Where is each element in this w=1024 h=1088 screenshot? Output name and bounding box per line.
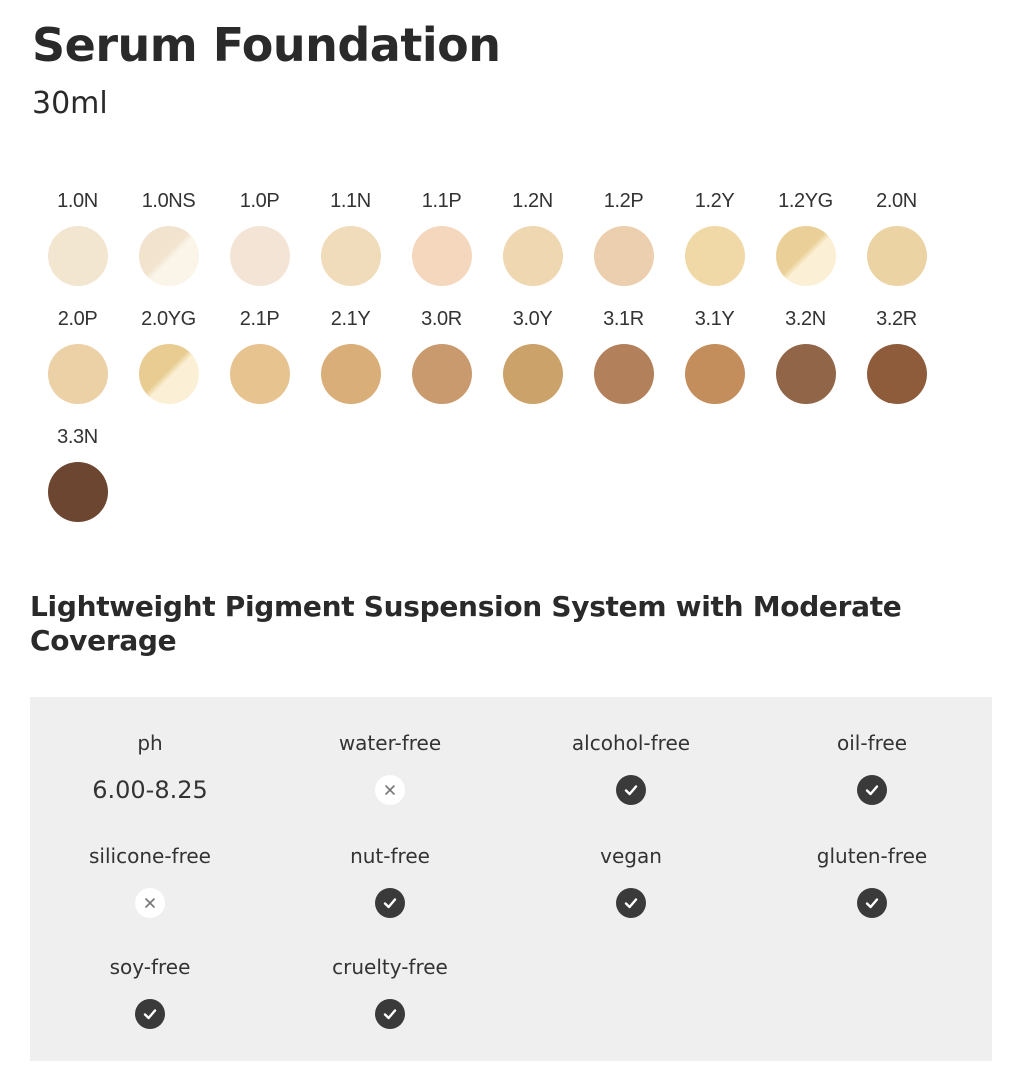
shade-swatch-item[interactable]: 1.0NS xyxy=(123,186,214,304)
shade-swatch[interactable] xyxy=(411,226,472,286)
shade-swatch-item[interactable]: 2.0YG xyxy=(123,304,214,422)
shade-label: 2.0YG xyxy=(141,308,196,330)
attribute-label: alcohol-free xyxy=(571,731,691,755)
attribute-label: gluten-free xyxy=(816,844,928,868)
shade-swatch-item[interactable]: 1.0N xyxy=(32,186,123,304)
shade-swatch[interactable] xyxy=(684,226,745,286)
shade-swatch-item[interactable]: 2.0P xyxy=(32,304,123,422)
shade-swatch[interactable] xyxy=(47,226,108,286)
attribute-item: vegan xyxy=(511,841,751,918)
shade-swatch[interactable] xyxy=(229,344,290,404)
shade-swatch-item[interactable]: 1.2P xyxy=(578,186,669,304)
shade-label: 3.0R xyxy=(421,308,462,330)
check-icon xyxy=(135,999,165,1029)
shade-swatch-item[interactable]: 2.1P xyxy=(214,304,305,422)
shade-swatch[interactable] xyxy=(502,226,563,286)
shade-swatch[interactable] xyxy=(411,344,472,404)
attributes-panel: ph 6.00-8.25 water-free alcohol-free oil-fre… xyxy=(30,697,992,1061)
shade-swatch-item[interactable]: 1.1P xyxy=(396,186,487,304)
shade-swatch[interactable] xyxy=(138,226,199,286)
shade-swatch[interactable] xyxy=(320,344,381,404)
shade-swatch[interactable] xyxy=(775,226,836,286)
shade-swatch-item[interactable]: 1.1N xyxy=(305,186,396,304)
attribute-item: water-free xyxy=(270,728,510,805)
shade-swatch[interactable] xyxy=(502,344,563,404)
attribute-item: oil-free xyxy=(752,728,992,805)
check-icon xyxy=(857,775,887,805)
shade-label: 1.1N xyxy=(330,190,371,212)
check-icon xyxy=(616,775,646,805)
shade-selector: 1.0N 1.0NS 1.0P 1.1N 1.1P 1.2N 1.2P 1.2Y 1.2YG 2.… xyxy=(32,186,952,540)
shade-label: 1.0N xyxy=(57,190,98,212)
shade-swatch-item[interactable]: 3.1R xyxy=(578,304,669,422)
cross-icon xyxy=(135,888,165,918)
attribute-label: vegan xyxy=(600,844,662,868)
shade-swatch-item[interactable]: 1.2YG xyxy=(760,186,851,304)
shade-swatch[interactable] xyxy=(866,344,927,404)
attribute-label: silicone-free xyxy=(89,844,211,868)
product-subtitle: Lightweight Pigment Suspension System wi… xyxy=(30,590,902,657)
shade-swatch[interactable] xyxy=(47,344,108,404)
shade-label: 3.0Y xyxy=(512,308,553,330)
product-size: 30ml xyxy=(32,86,108,121)
shade-swatch[interactable] xyxy=(593,226,654,286)
shade-label: 3.2R xyxy=(876,308,917,330)
shade-swatch-item[interactable]: 3.0R xyxy=(396,304,487,422)
shade-label: 2.0P xyxy=(57,308,98,330)
attribute-item: ph 6.00-8.25 xyxy=(30,728,270,805)
shade-swatch-item[interactable]: 3.1Y xyxy=(669,304,760,422)
shade-label: 1.2P xyxy=(603,190,644,212)
shade-label: 3.3N xyxy=(57,426,98,448)
check-icon xyxy=(375,999,405,1029)
shade-label: 1.2Y xyxy=(694,190,735,212)
shade-label: 1.0NS xyxy=(141,190,196,212)
shade-swatch[interactable] xyxy=(320,226,381,286)
shade-label: 2.1Y xyxy=(330,308,371,330)
cross-icon xyxy=(375,775,405,805)
shade-swatch[interactable] xyxy=(684,344,745,404)
attribute-label: water-free xyxy=(338,731,442,755)
shade-swatch-item[interactable]: 2.0N xyxy=(851,186,942,304)
attribute-item: nut-free xyxy=(270,841,510,918)
shade-swatch-item[interactable]: 3.2R xyxy=(851,304,942,422)
check-icon xyxy=(857,888,887,918)
shade-swatch[interactable] xyxy=(593,344,654,404)
shade-swatch-item[interactable]: 3.2N xyxy=(760,304,851,422)
shade-label: 1.2N xyxy=(512,190,553,212)
shade-swatch[interactable] xyxy=(47,462,108,522)
shade-label: 1.1P xyxy=(421,190,462,212)
attribute-item: cruelty-free xyxy=(270,952,510,1029)
check-icon xyxy=(616,888,646,918)
shade-label: 2.0N xyxy=(876,190,917,212)
attribute-item: soy-free xyxy=(30,952,270,1029)
shade-swatch[interactable] xyxy=(775,344,836,404)
shade-label: 3.2N xyxy=(785,308,826,330)
shade-swatch-item[interactable]: 2.1Y xyxy=(305,304,396,422)
check-icon xyxy=(375,888,405,918)
shade-swatch-item[interactable]: 3.3N xyxy=(32,422,123,540)
attribute-item: silicone-free xyxy=(30,841,270,918)
attribute-label: ph xyxy=(137,731,163,755)
shade-label: 1.0P xyxy=(239,190,280,212)
attribute-item: gluten-free xyxy=(752,841,992,918)
product-title: Serum Foundation xyxy=(32,18,501,72)
attribute-label: nut-free xyxy=(350,844,430,868)
shade-swatch-item[interactable]: 1.2N xyxy=(487,186,578,304)
attribute-value: 6.00-8.25 xyxy=(92,776,208,804)
shade-label: 2.1P xyxy=(239,308,280,330)
shade-swatch-item[interactable]: 3.0Y xyxy=(487,304,578,422)
shade-swatch-item[interactable]: 1.0P xyxy=(214,186,305,304)
attribute-label: soy-free xyxy=(109,955,191,979)
shade-label: 1.2YG xyxy=(778,190,833,212)
attribute-label: oil-free xyxy=(837,731,907,755)
attribute-item: alcohol-free xyxy=(511,728,751,805)
shade-label: 3.1R xyxy=(603,308,644,330)
shade-swatch[interactable] xyxy=(229,226,290,286)
shade-swatch-item[interactable]: 1.2Y xyxy=(669,186,760,304)
shade-label: 3.1Y xyxy=(694,308,735,330)
shade-swatch[interactable] xyxy=(866,226,927,286)
attribute-label: cruelty-free xyxy=(332,955,448,979)
shade-swatch[interactable] xyxy=(138,344,199,404)
